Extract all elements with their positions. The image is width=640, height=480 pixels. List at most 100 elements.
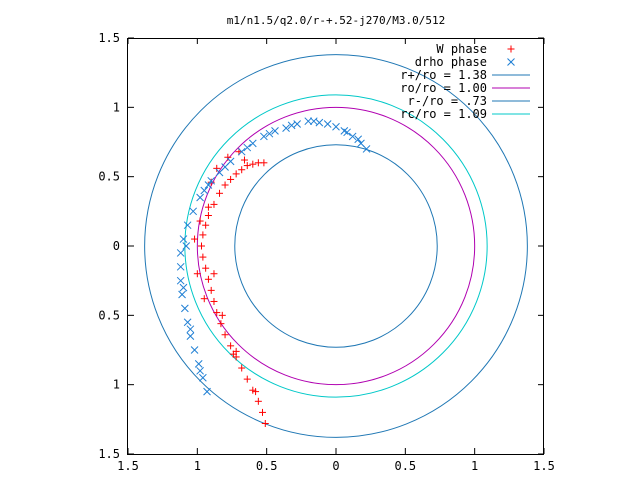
- w-phase-point: [213, 309, 221, 317]
- w-phase-point: [249, 160, 257, 168]
- w-phase-point: [210, 297, 218, 305]
- drho-phase-point: [186, 332, 195, 340]
- w-phase-point: [252, 388, 260, 396]
- drho-phase-point: [183, 221, 192, 230]
- w-phase-point: [232, 170, 240, 178]
- drho-phase-point: [332, 122, 340, 131]
- w-phase-point: [227, 342, 235, 350]
- legend-label: rc/ro = 1.09: [400, 107, 487, 121]
- w-phase-point: [202, 221, 210, 229]
- drho-phase-point: [248, 139, 257, 148]
- reference-circles: [144, 54, 528, 438]
- legend-label: drho phase: [415, 55, 487, 69]
- w-phase-point: [196, 217, 204, 225]
- w-phase-point: [204, 203, 212, 211]
- y-tick-label: 0.5: [98, 170, 120, 184]
- x-tick-label: 1.5: [117, 459, 139, 473]
- x-tick-labels: 1.5 1 0.5 0 0.5 1 1.5: [117, 459, 555, 473]
- w-phase-point: [232, 347, 240, 355]
- w-phase-point: [227, 175, 235, 183]
- drho-phase-point: [204, 181, 213, 189]
- legend-swatch: [507, 58, 515, 66]
- x-tick-label: 1.5: [533, 459, 555, 473]
- drho-phase-point: [323, 120, 332, 128]
- drho-phase-point: [176, 262, 185, 271]
- w-phase-point: [200, 295, 208, 303]
- w-phase-point: [221, 181, 229, 189]
- w-phase-point: [259, 408, 267, 416]
- drho-phase-point: [207, 176, 216, 185]
- w-phase-point: [218, 311, 226, 319]
- drho-phase-point: [179, 235, 188, 243]
- w-phase-point: [240, 156, 248, 164]
- drho-phase-point: [282, 124, 290, 132]
- w-phase-point: [254, 397, 262, 405]
- drho-phase-point: [293, 120, 302, 128]
- y-tick-label: 1: [113, 100, 120, 114]
- legend-label: ro/ro = 1.00: [400, 81, 487, 95]
- w-phase-point: [238, 166, 246, 174]
- drho-phase-point: [243, 143, 252, 152]
- drho-phase-point: [287, 121, 296, 130]
- x-tick-label: 0: [332, 459, 339, 473]
- w-phase-point: [193, 270, 201, 278]
- axis-ticks: [127, 37, 545, 455]
- x-tick-label: 0.5: [256, 459, 278, 473]
- drho-phase-point: [348, 132, 357, 141]
- data-markers: [176, 117, 371, 427]
- y-tick-label: 1.5: [98, 447, 120, 461]
- drho-phase-point: [179, 283, 188, 292]
- w-phase-point: [224, 153, 232, 161]
- drho-phase-point: [315, 118, 324, 127]
- x-tick-label: 0.5: [394, 459, 416, 473]
- drho-phase-point: [189, 207, 198, 216]
- drho-phase-point: [260, 132, 268, 141]
- w-phase-point: [261, 419, 269, 427]
- drho-phase-point: [357, 139, 365, 148]
- legend-label: r+/ro = 1.38: [400, 68, 487, 82]
- drho-phase-point: [200, 186, 209, 195]
- w-phase-point: [217, 320, 225, 328]
- x-tick-label: 1: [194, 459, 201, 473]
- w-phase-point: [199, 231, 207, 239]
- legend-label: W phase: [436, 42, 487, 56]
- w-phase-point: [202, 264, 210, 272]
- chart-title: m1/n1.5/q2.0/r-+.52-j270/M3.0/512: [227, 14, 446, 27]
- w-phase-point: [213, 164, 221, 172]
- w-phase-point: [197, 242, 205, 250]
- drho-phase-point: [199, 373, 207, 382]
- w-phase-point: [243, 375, 251, 383]
- drho-phase-point: [186, 325, 195, 334]
- drho-phase-point: [237, 147, 246, 156]
- drho-phase-point: [354, 135, 363, 144]
- y-tick-label: 1: [113, 378, 120, 392]
- w-phase-point: [210, 200, 218, 208]
- w-phase-point: [191, 235, 199, 243]
- y-tick-labels: 1.5 1 0.5 0 0.5 1 1.5: [98, 31, 120, 461]
- drho-phase-point: [304, 117, 313, 126]
- w-phase-point: [199, 253, 207, 261]
- drho-phase-point: [180, 304, 189, 313]
- w-phase-point: [216, 189, 224, 197]
- circle-series-5: [184, 94, 488, 398]
- w-phase-point: [254, 159, 262, 167]
- circle-series-3: [196, 106, 476, 386]
- drho-phase-point: [309, 117, 318, 126]
- y-tick-label: 1.5: [98, 31, 120, 45]
- drho-phase-point: [194, 360, 203, 368]
- drho-phase-point: [190, 346, 199, 354]
- w-phase-point: [210, 270, 218, 278]
- y-tick-label: 0.5: [98, 308, 120, 322]
- w-phase-point: [243, 162, 251, 170]
- drho-phase-point: [176, 276, 185, 285]
- circle-series-4: [234, 144, 438, 348]
- drho-phase-point: [196, 193, 204, 202]
- drho-phase-point: [182, 242, 191, 250]
- w-phase-point: [238, 364, 246, 372]
- drho-phase-point: [178, 290, 186, 299]
- drho-phase-point: [183, 318, 192, 327]
- w-phase-point: [221, 331, 229, 339]
- legend-label: r-/ro = .73: [408, 94, 487, 108]
